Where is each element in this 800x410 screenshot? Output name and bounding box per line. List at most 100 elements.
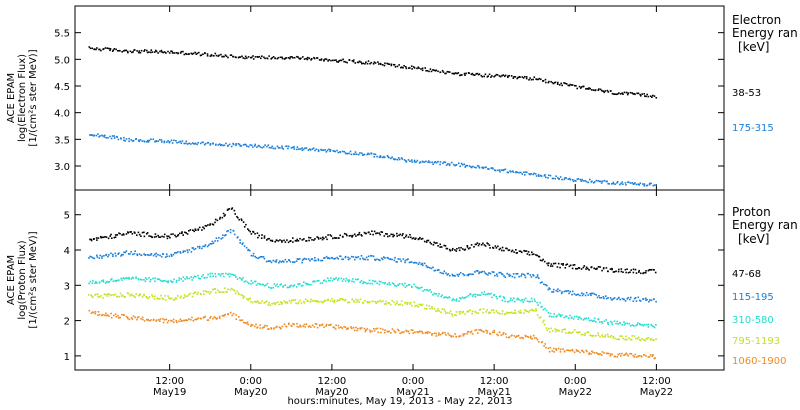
data-point — [164, 299, 167, 301]
data-point — [191, 316, 193, 319]
data-point — [286, 302, 289, 304]
data-point — [199, 277, 201, 280]
data-point — [522, 301, 524, 303]
data-point — [647, 95, 650, 98]
data-point — [281, 145, 283, 148]
data-point — [409, 261, 412, 263]
data-point — [639, 93, 641, 96]
data-point — [376, 155, 378, 158]
data-point — [178, 279, 180, 281]
data-point — [121, 313, 123, 316]
data-point — [445, 72, 447, 75]
data-point — [559, 266, 561, 269]
data-point — [464, 166, 466, 168]
data-point — [326, 149, 329, 152]
data-point — [171, 255, 173, 257]
data-point — [223, 314, 225, 317]
data-point — [454, 249, 456, 251]
data-point — [584, 332, 586, 335]
data-point — [357, 327, 359, 330]
legend-item: 175-315 — [732, 123, 774, 134]
data-point — [313, 57, 316, 60]
data-point — [309, 259, 311, 262]
data-point — [642, 298, 645, 300]
data-point — [360, 255, 363, 257]
data-point — [163, 280, 166, 282]
data-point — [440, 295, 442, 298]
data-point — [401, 158, 404, 160]
data-point — [510, 297, 512, 300]
data-point — [97, 133, 99, 135]
data-point — [230, 287, 233, 290]
data-point — [581, 292, 583, 294]
data-point — [652, 268, 654, 271]
data-point — [162, 321, 165, 324]
data-point — [96, 256, 99, 258]
data-point — [413, 283, 415, 285]
data-point — [377, 331, 380, 334]
data-point — [212, 223, 215, 226]
data-point — [336, 149, 338, 152]
data-point — [218, 291, 220, 293]
data-point — [391, 299, 393, 302]
data-point — [151, 51, 154, 53]
data-point — [568, 331, 570, 333]
x-tick-date: May19 — [153, 387, 186, 398]
data-point — [650, 182, 652, 185]
data-point — [387, 283, 389, 286]
data-point — [357, 153, 360, 156]
data-point — [619, 93, 622, 95]
data-point — [607, 322, 609, 324]
data-point — [578, 267, 581, 269]
data-point — [252, 146, 254, 148]
data-point — [388, 330, 390, 333]
data-point — [200, 54, 203, 56]
data-point — [652, 184, 655, 187]
data-point — [400, 260, 402, 262]
data-point — [278, 326, 281, 329]
data-point — [125, 138, 128, 140]
data-point — [402, 284, 405, 287]
data-point — [394, 284, 396, 287]
data-point — [616, 356, 619, 358]
electron-data — [88, 46, 658, 187]
data-point — [414, 238, 416, 240]
data-point — [320, 237, 322, 240]
data-point — [584, 334, 586, 336]
data-point — [639, 339, 642, 342]
data-point — [465, 164, 467, 167]
data-point — [625, 91, 628, 94]
data-point — [496, 333, 498, 336]
data-point — [301, 259, 304, 262]
data-point — [147, 318, 149, 321]
data-point — [648, 355, 651, 358]
data-point — [228, 272, 230, 275]
data-point — [150, 49, 153, 51]
data-point — [555, 316, 557, 318]
data-point — [333, 278, 336, 280]
data-point — [156, 278, 159, 280]
data-point — [598, 295, 600, 297]
data-point — [584, 317, 586, 320]
data-point — [90, 239, 93, 242]
data-point — [520, 311, 523, 314]
data-point — [317, 150, 320, 153]
data-point — [293, 284, 296, 286]
data-point — [646, 93, 648, 96]
data-point — [484, 293, 487, 296]
data-point — [182, 251, 185, 253]
data-point — [91, 282, 94, 284]
data-point — [384, 257, 386, 259]
data-point — [341, 280, 344, 282]
data-point — [89, 280, 92, 283]
data-point — [154, 295, 156, 297]
data-point — [492, 309, 495, 311]
data-point — [116, 279, 118, 282]
data-point — [569, 349, 572, 352]
data-point — [645, 323, 648, 326]
data-point — [230, 273, 232, 276]
data-point — [589, 334, 591, 336]
data-point — [334, 257, 337, 260]
data-point — [541, 305, 543, 308]
data-point — [287, 147, 289, 150]
